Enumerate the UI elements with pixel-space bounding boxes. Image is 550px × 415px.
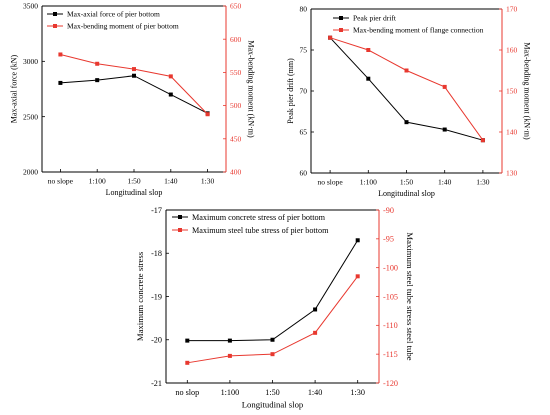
legend-label-1: Max-bending moment of flange connection: [353, 26, 484, 35]
series-marker-1: [313, 330, 318, 335]
y-right-tick-label: 550: [230, 68, 242, 77]
chart-pier-drift-flange: no slope 1:100 1:50 1:40 1:30 Longitudinal sl…: [286, 5, 532, 198]
y-left-tick-label: 80: [300, 5, 308, 14]
y-left-tick-label: -21: [151, 379, 162, 388]
x-tick-label: no slope: [48, 177, 74, 186]
series-marker-1: [366, 48, 371, 52]
y-left-tick-label: -18: [151, 249, 162, 258]
x-axis-label: Longitudinal slop: [106, 188, 163, 197]
y-right-tick-label: -95: [383, 235, 394, 244]
x-tick-label: 1:50: [265, 388, 280, 397]
y-left-tick-label: -17: [151, 206, 162, 215]
y-left-tick-label: 2000: [23, 168, 38, 177]
series-marker-1: [168, 74, 173, 79]
x-tick-label: 1:40: [438, 178, 452, 187]
y-right-tick-label: 170: [506, 5, 518, 14]
series-marker-1: [442, 84, 447, 89]
series-marker-0: [168, 92, 173, 97]
legend-marker-1: [339, 28, 343, 32]
legend-label-1: Maximum steel tube stress of pier bottom: [192, 226, 329, 235]
series-marker-1: [404, 68, 409, 73]
series-marker-1: [205, 112, 210, 117]
series-marker-0: [442, 127, 447, 132]
series-marker-0: [404, 120, 409, 125]
x-tick-label: no slope: [317, 178, 343, 187]
y-right-tick-label: -115: [383, 350, 398, 359]
x-tick-label: 1:30: [476, 178, 490, 187]
legend-marker-0: [53, 12, 57, 16]
y-left-tick-label: 75: [300, 46, 308, 55]
y-left-axis-label: Maximum concrete stress: [135, 251, 145, 341]
y-left-tick-label: -20: [151, 336, 162, 345]
y-right-tick-label: -90: [383, 206, 394, 215]
y-left-tick-label: 65: [300, 128, 308, 137]
y-right-tick-label: 400: [230, 168, 242, 177]
legend-marker-0: [339, 16, 343, 20]
y-left-tick-label: 3500: [23, 2, 38, 11]
x-tick-label: 1:100: [89, 177, 106, 186]
y-left-axis-label: Peak pier drift (mm): [286, 58, 295, 124]
x-tick-label: 1:40: [308, 388, 323, 397]
y-right-tick-label: 450: [230, 134, 242, 143]
series-marker-1: [95, 61, 100, 66]
series-marker-1: [132, 67, 136, 72]
y-right-tick-label: 150: [506, 87, 518, 96]
y-right-tick-label: 130: [506, 169, 518, 178]
y-right-tick-label: 160: [506, 46, 518, 55]
legend-marker-0: [178, 215, 182, 219]
series-marker-1: [185, 360, 190, 365]
legend-label-0: Peak pier drift: [353, 14, 397, 23]
x-tick-label: 1:50: [127, 177, 141, 186]
series-marker-1: [227, 353, 232, 358]
y-left-tick-label: 60: [300, 169, 308, 178]
y-right-axis-label: Max-bending moment (kN·m): [523, 42, 532, 140]
x-tick-label: 1:30: [350, 388, 365, 397]
y-right-tick-label: 500: [230, 101, 242, 110]
y-right-tick-label: -110: [383, 321, 398, 330]
y-right-tick-label: 140: [506, 128, 518, 137]
legend-label-0: Maximum concrete stress of pier bottom: [192, 213, 326, 222]
x-axis-label: Longitudinal slop: [242, 399, 304, 409]
y-right-tick-label: 600: [230, 35, 242, 44]
y-right-tick-label: -105: [383, 292, 398, 301]
series-marker-0: [355, 238, 360, 243]
series-marker-0: [58, 80, 63, 85]
y-left-axis-label: Max-axial force (kN): [9, 54, 18, 123]
chart-concrete-steel-stress: no slop 1:100 1:50 1:40 1:30 Longitudinal slo…: [135, 206, 415, 410]
series-marker-1: [58, 52, 63, 57]
y-left-tick-label: -19: [151, 292, 162, 301]
legend-marker-1: [53, 24, 57, 28]
x-tick-label: 1:50: [400, 178, 414, 187]
y-right-tick-label: -120: [383, 379, 398, 388]
series-marker-1: [270, 352, 275, 357]
y-right-axis-label: Maximum steel tube stress steel tube: [405, 232, 415, 360]
series-marker-0: [185, 338, 190, 343]
x-tick-label: no slop: [175, 388, 199, 397]
x-tick-label: 1:30: [201, 177, 215, 186]
series-marker-0: [132, 73, 136, 78]
y-left-tick-label: 2500: [23, 112, 38, 121]
legend-marker-1: [178, 228, 182, 232]
legend-label-0: Max-axial force of pier bottom: [67, 10, 160, 19]
x-tick-label: 1:100: [360, 178, 377, 187]
series-marker-1: [480, 138, 485, 143]
legend-label-1: Max-bending moment of pier bottom: [67, 22, 179, 31]
y-left-tick-label: 3000: [23, 57, 38, 66]
x-axis-label: Longitudinal slop: [378, 189, 435, 198]
y-left-tick-label: 70: [300, 87, 308, 96]
y-right-axis-label: Max-bending moment (kN·m): [247, 40, 256, 138]
series-marker-0: [270, 337, 275, 342]
series-marker-1: [355, 274, 360, 279]
x-tick-label: 1:100: [221, 388, 240, 397]
series-marker-0: [366, 76, 371, 81]
series-marker-0: [95, 78, 100, 83]
series-marker-1: [328, 35, 333, 40]
series-marker-0: [313, 307, 318, 312]
series-marker-0: [227, 338, 232, 343]
y-right-tick-label: 650: [230, 2, 242, 11]
chart-axial-force-bending: no slope 1:100 1:50 1:40 1:30 Longitudinal sl…: [9, 2, 255, 197]
x-tick-label: 1:40: [164, 177, 178, 186]
y-right-tick-label: -100: [383, 264, 398, 273]
